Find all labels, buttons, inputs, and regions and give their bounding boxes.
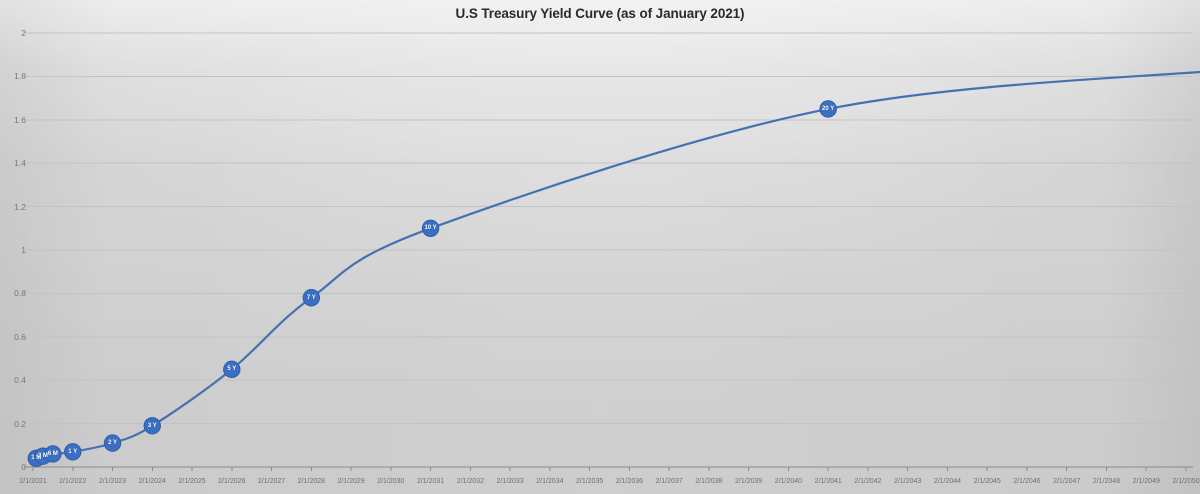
y-axis-tick-label: 2 (21, 28, 26, 38)
x-axis-tick-label: 2/1/2023 (98, 478, 127, 485)
gridlines (25, 32, 1193, 425)
data-point-marker (44, 445, 62, 463)
x-axis-tick-label: 2/1/2039 (735, 478, 763, 485)
data-point-marker (143, 417, 161, 435)
x-axis-tick-label: 2/1/2043 (894, 478, 922, 485)
x-axis-tick-label: 2/1/2024 (138, 478, 166, 485)
x-axis-tick-label: 2/1/2040 (774, 478, 803, 485)
y-axis-tick-label: 1 (21, 245, 26, 255)
x-axis-tick-label: 2/1/2033 (496, 478, 524, 485)
x-axis-tick-label: 2/1/2041 (814, 478, 842, 485)
x-axis-tick-label: 2/1/2044 (933, 478, 962, 485)
y-axis-tick-label: 1.8 (14, 71, 26, 82)
yield-curve-line (35, 70, 1200, 460)
x-axis (24, 466, 1193, 471)
x-axis-tick-label: 2/1/2021 (19, 478, 47, 485)
x-axis-tick-label: 2/1/2031 (416, 478, 445, 485)
x-axis-tick-label: 2/1/2022 (59, 478, 87, 485)
data-point-marker (819, 100, 837, 118)
y-axis-tick-label: 1.4 (14, 158, 26, 169)
x-axis-tick-label: 2/1/2042 (854, 478, 882, 485)
x-axis-tick-label: 2/1/2036 (615, 478, 643, 485)
x-axis-tick-label: 2/1/2026 (218, 478, 246, 485)
x-axis-tick-label: 2/1/2045 (973, 478, 1001, 485)
y-axis-tick-label: 0.8 (14, 288, 26, 299)
data-point-marker (223, 360, 241, 379)
data-point-marker (302, 289, 321, 307)
x-axis-tick-label: 2/1/2038 (695, 478, 723, 485)
x-axis-tick-label: 2/1/2050 (1172, 478, 1200, 485)
x-axis-tick-label: 2/1/2025 (178, 478, 206, 485)
x-axis-tick-label: 2/1/2048 (1092, 478, 1121, 485)
x-axis-tick-label: 2/1/2027 (257, 478, 286, 485)
y-axis-tick-label: 0.6 (14, 331, 26, 342)
y-axis-tick-label: 1.2 (14, 201, 26, 212)
data-point-marker (421, 219, 440, 238)
x-axis-tick-label: 2/1/2034 (536, 478, 564, 485)
x-axis-tick-label: 2/1/2047 (1053, 478, 1081, 485)
data-point-markers (27, 100, 837, 468)
chart-title: U.S Treasury Yield Curve (as of January … (455, 6, 745, 21)
x-axis-tick-label: 2/1/2046 (1013, 478, 1041, 485)
x-axis-tick-label: 2/1/2028 (297, 478, 325, 485)
y-axis-tick-label: 0.2 (14, 418, 26, 429)
y-axis-tick-label: 1.6 (14, 114, 26, 125)
x-axis-tick-label: 2/1/2037 (655, 478, 683, 485)
x-axis-tick-label: 2/1/2035 (575, 478, 604, 485)
x-axis-tick-label: 2/1/2032 (456, 478, 484, 485)
x-axis-tick-label: 2/1/2030 (377, 478, 405, 485)
x-axis-tick-label: 2/1/2049 (1132, 478, 1160, 485)
data-point-marker (103, 434, 122, 452)
y-axis-tick-label: 0 (21, 462, 26, 472)
data-point-marker (64, 443, 82, 461)
x-axis-tick-label: 2/1/2029 (337, 478, 365, 485)
y-axis-tick-label: 0.4 (14, 375, 26, 386)
